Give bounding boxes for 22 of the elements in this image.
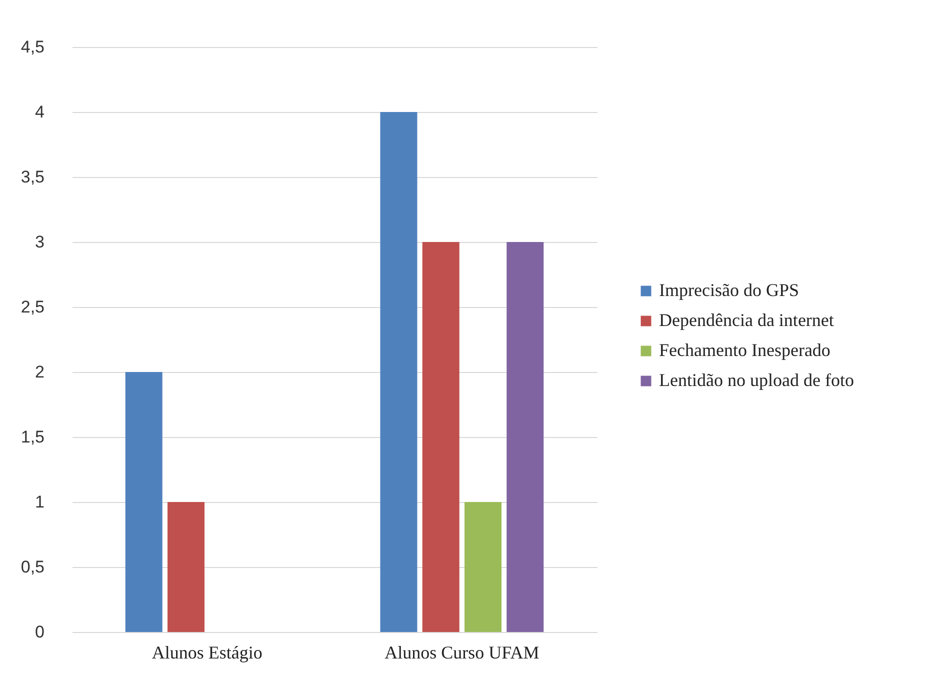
x-tick-label: Alunos Curso UFAM: [384, 642, 540, 662]
y-tick-label: 3: [35, 232, 44, 252]
legend-label: Imprecisão do GPS: [659, 280, 799, 300]
bar: [380, 112, 418, 632]
bar: [464, 502, 502, 632]
legend-label: Fechamento Inesperado: [659, 340, 830, 360]
y-tick-label: 0,5: [20, 558, 44, 576]
legend-label: Dependência da internet: [659, 310, 834, 330]
bar: [125, 372, 162, 632]
y-tick-label: 2: [35, 362, 44, 382]
y-tick-label: 3,5: [20, 168, 44, 186]
y-tick-label: 4,5: [20, 38, 44, 56]
x-tick-label: Alunos Estágio: [152, 642, 262, 662]
bar: [506, 242, 544, 632]
legend-label: Lentidão no upload de foto: [659, 370, 854, 390]
y-tick-label: 4: [35, 102, 44, 122]
y-tick-label: 1: [35, 492, 44, 512]
bar: [422, 242, 460, 632]
bar: [168, 502, 205, 632]
y-tick-label: 2,5: [20, 298, 44, 316]
y-tick-label: 0: [35, 622, 44, 642]
y-tick-label: 1,5: [20, 428, 44, 446]
